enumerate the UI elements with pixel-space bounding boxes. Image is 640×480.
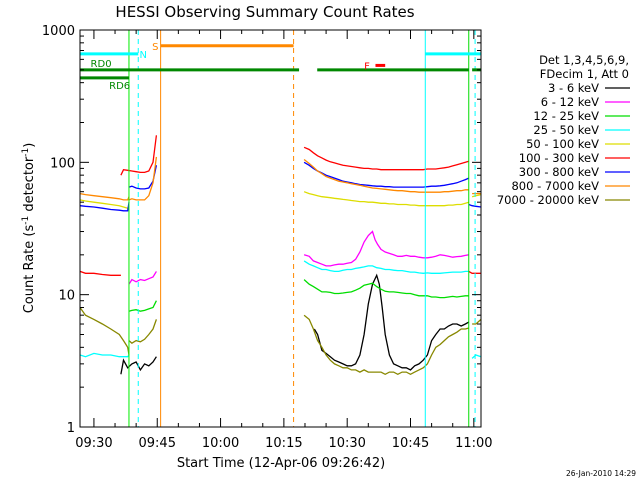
y-tick-label: 100 xyxy=(50,156,75,171)
y-tick-label: 1000 xyxy=(42,24,75,39)
series-line-5-3 xyxy=(468,270,481,274)
series-line-4-1 xyxy=(303,191,470,207)
x-tick-label: 11:00 xyxy=(455,436,492,451)
series-line-8-0 xyxy=(79,307,130,356)
flag-label-f: F xyxy=(364,61,370,72)
series-line-5-0 xyxy=(79,270,121,276)
x-tick-label: 09:45 xyxy=(139,436,176,451)
series-line-5-1 xyxy=(120,135,158,176)
legend-label: 7000 - 20000 keV xyxy=(497,193,599,207)
legend-label: 300 - 800 keV xyxy=(519,165,599,179)
series-line-4-0 xyxy=(79,199,129,209)
series-line-6-2 xyxy=(303,161,470,188)
series-line-3-1 xyxy=(303,260,469,274)
axis-layer: 09:30 09:45 10:00 10:15 10:30 10:45 11:00 1 10 10… xyxy=(42,24,493,451)
x-tick-label: 10:00 xyxy=(202,436,239,451)
legend-label: 3 - 6 keV xyxy=(548,81,599,95)
y-axis-label-end: ) xyxy=(22,143,37,148)
series-line-3-2 xyxy=(471,354,482,359)
chart-title: HESSI Observing Summary Count Rates xyxy=(115,3,414,21)
series-line-8-3 xyxy=(472,318,482,325)
legend-label: 12 - 25 keV xyxy=(533,109,599,123)
y-axis-label-exp1: -1 xyxy=(21,216,31,225)
series-line-4-2 xyxy=(471,193,482,198)
y-axis-label-main: Count Rate (s xyxy=(22,225,37,314)
series-line-0-1 xyxy=(313,273,470,371)
series-line-2-0 xyxy=(128,300,157,312)
legend-label: 100 - 300 keV xyxy=(519,151,599,165)
legend-header-decim: FDecim 1, Att 0 xyxy=(540,67,629,81)
series-line-8-2 xyxy=(303,314,469,376)
series-line-1-0 xyxy=(128,271,157,285)
flag-label-s: S xyxy=(152,42,158,53)
legend-label: 6 - 12 keV xyxy=(541,95,599,109)
legend: Det 1,3,4,5,6,9, FDecim 1, Att 0 3 - 6 k… xyxy=(497,53,630,207)
series-line-3-0 xyxy=(79,352,130,358)
flag-label-n: N xyxy=(140,50,147,61)
flag-layer: NS RD0 RD6 F xyxy=(80,42,481,92)
y-axis-label-mid: detector xyxy=(22,156,37,216)
flag-label-rd0: RD0 xyxy=(91,59,112,70)
plot-area: NS RD0 RD6 F 09:30 09:45 10:00 10:15 10:30 10:45… xyxy=(42,24,493,451)
legend-label: 50 - 100 keV xyxy=(526,137,599,151)
flag-label-rd6: RD6 xyxy=(109,81,130,92)
plot-frame xyxy=(79,29,482,428)
series-line-1-1 xyxy=(303,230,469,267)
legend-header-detectors: Det 1,3,4,5,6,9, xyxy=(539,53,629,67)
series-line-6-3 xyxy=(468,203,482,208)
x-tick-label: 10:45 xyxy=(392,436,429,451)
series-line-8-1 xyxy=(128,319,158,345)
legend-label: 25 - 50 keV xyxy=(533,123,599,137)
y-tick-label: 10 xyxy=(58,289,75,304)
y-axis-label-exp2: -1 xyxy=(21,148,31,157)
series-line-2-1 xyxy=(303,279,469,299)
series-line-7-0 xyxy=(79,192,130,201)
x-tick-label: 10:30 xyxy=(328,436,365,451)
series-line-7-2 xyxy=(303,158,469,193)
timestamp: 26-Jan-2010 14:29 xyxy=(566,469,636,478)
series-line-6-0 xyxy=(79,202,130,212)
series-layer xyxy=(79,135,482,376)
series-line-5-2 xyxy=(303,146,470,171)
x-tick-label: 09:30 xyxy=(75,436,112,451)
y-tick-label: 1 xyxy=(67,421,75,436)
y-axis-label: Count Rate (s-1 detector-1) xyxy=(21,143,37,314)
legend-label: 800 - 7000 keV xyxy=(511,179,599,193)
series-line-6-1 xyxy=(128,165,158,190)
x-tick-label: 10:15 xyxy=(265,436,302,451)
x-axis-label: Start Time (12-Apr-06 09:26:42) xyxy=(177,456,385,471)
series-line-7-1 xyxy=(128,156,158,201)
